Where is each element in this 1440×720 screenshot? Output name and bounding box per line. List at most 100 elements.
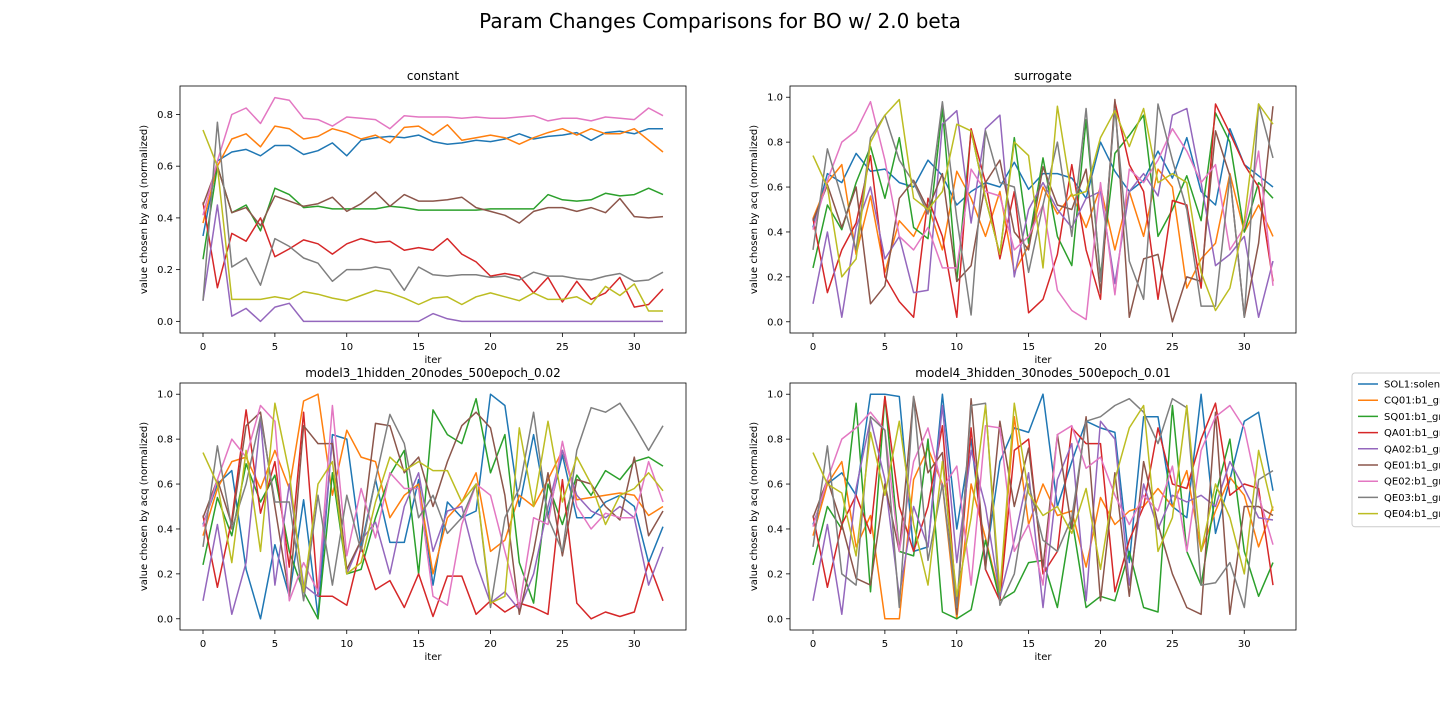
axes-frame — [179, 85, 687, 334]
subplot-title: model4_3hidden_30nodes_500epoch_0.01 — [915, 366, 1170, 380]
y-tick-label: 1.0 — [767, 93, 783, 104]
series-group — [812, 393, 1274, 620]
subplot-title: surrogate — [1014, 69, 1072, 83]
legend-entry-label: QA01:b1_gr — [1384, 428, 1440, 439]
legend-entry-label: QE01:b1_gr — [1384, 461, 1440, 472]
series-line — [812, 100, 1274, 319]
x-tick-label: 10 — [340, 639, 353, 650]
y-tick-label: 0.8 — [767, 435, 783, 446]
legend-entry-label: QA02:b1_gr — [1384, 444, 1440, 455]
x-axis-label: iter — [1035, 652, 1053, 663]
x-tick-label: 20 — [484, 639, 497, 650]
x-tick-label: 5 — [272, 342, 278, 353]
y-tick-label: 0.4 — [767, 227, 783, 238]
x-axis-label: iter — [425, 652, 443, 663]
series-line — [812, 415, 1274, 620]
series-line — [812, 107, 1274, 319]
x-tick-label: 5 — [272, 639, 278, 650]
series-line — [812, 100, 1274, 321]
series-line — [812, 98, 1274, 323]
x-tick-label: 5 — [882, 639, 888, 650]
series-line — [812, 393, 1274, 564]
x-tick-label: 25 — [556, 639, 569, 650]
subplot-2: 0 5 10 15 20 25 30 0.0 0.2 0.4 0.6 0.8 1.0 surrogate i… — [749, 69, 1297, 366]
y-axis-label: value chosen by acq (normalized) — [749, 422, 760, 591]
legend-box — [1351, 372, 1440, 528]
x-tick-label: 10 — [950, 342, 963, 353]
y-tick-label: 0.2 — [157, 569, 173, 580]
y-tick-label: 0.0 — [767, 614, 783, 625]
series-line — [812, 98, 1274, 312]
series-line — [812, 100, 1274, 319]
series-line — [202, 127, 663, 237]
series-line — [202, 404, 664, 609]
y-tick-label: 0.0 — [767, 317, 783, 328]
x-axis-label: iter — [1035, 355, 1053, 366]
series-line — [202, 124, 664, 224]
series-line — [812, 402, 1274, 598]
legend-entry-label: QE04:b1_gr — [1384, 509, 1440, 520]
x-tick-label: 30 — [628, 639, 641, 650]
x-tick-label: 15 — [1022, 342, 1035, 353]
x-tick-label: 0 — [810, 639, 816, 650]
x-tick-label: 25 — [556, 342, 569, 353]
legend-entry-label: SOL1:solenc — [1384, 380, 1440, 391]
series-line — [202, 402, 664, 604]
y-tick-label: 0.8 — [157, 435, 173, 446]
y-tick-label: 0.6 — [157, 162, 173, 173]
y-tick-label: 0.8 — [767, 138, 783, 149]
x-tick-label: 10 — [340, 342, 353, 353]
series-line — [202, 393, 664, 620]
series-line — [202, 129, 663, 312]
y-tick-label: 0.2 — [157, 265, 173, 276]
series-line — [202, 409, 664, 620]
x-tick-label: 30 — [1238, 639, 1251, 650]
y-tick-label: 0.2 — [767, 569, 783, 580]
y-tick-label: 0.6 — [767, 480, 783, 491]
y-axis-label: value chosen by acq (normalized) — [139, 422, 150, 591]
x-axis-label: iter — [425, 355, 443, 366]
series-line — [812, 107, 1274, 283]
y-tick-label: 0.6 — [767, 183, 783, 194]
series-line — [812, 395, 1274, 616]
subplot-title: constant — [407, 69, 459, 83]
series-line — [202, 411, 664, 616]
series-group — [202, 393, 664, 620]
series-line — [202, 418, 664, 616]
x-tick-label: 0 — [200, 342, 206, 353]
y-axis-label: value chosen by acq (normalized) — [749, 125, 760, 294]
x-tick-label: 15 — [412, 342, 425, 353]
y-tick-label: 0.0 — [157, 317, 173, 328]
series-group — [812, 98, 1274, 323]
legend: SOL1:solenc CQ01:b1_gr SQ01:b1_gr QA01:b1_g… — [1351, 372, 1440, 528]
series-line — [202, 121, 664, 301]
axes-frame — [789, 382, 1297, 631]
x-tick-label: 20 — [1094, 639, 1107, 650]
axes-frame — [789, 85, 1297, 334]
subplot-4: 0 5 10 15 20 25 30 0.0 0.2 0.4 0.6 0.8 1.0 model4_3hi… — [749, 366, 1297, 663]
y-tick-label: 0.6 — [157, 480, 173, 491]
y-tick-label: 0.2 — [767, 272, 783, 283]
x-tick-label: 0 — [810, 342, 816, 353]
series-line — [812, 395, 1274, 609]
subplot-1: 0 5 10 15 20 25 30 0.0 0.2 0.4 0.6 0.8 constant iter v… — [139, 69, 687, 366]
y-tick-label: 1.0 — [767, 390, 783, 401]
axes-frame — [179, 382, 687, 631]
subplot-3: 0 5 10 15 20 25 30 0.0 0.2 0.4 0.6 0.8 1.0 model3_1hi… — [139, 366, 687, 663]
y-tick-label: 0.0 — [157, 614, 173, 625]
x-tick-label: 0 — [200, 639, 206, 650]
figure-suptitle: Param Changes Comparisons for BO w/ 2.0 … — [479, 9, 961, 33]
x-tick-label: 15 — [1022, 639, 1035, 650]
series-group — [202, 96, 664, 323]
series-line — [202, 165, 664, 227]
x-tick-label: 30 — [628, 342, 641, 353]
series-line — [202, 96, 664, 216]
x-tick-label: 20 — [1094, 342, 1107, 353]
x-tick-label: 25 — [1166, 639, 1179, 650]
series-line — [202, 165, 664, 260]
x-tick-label: 5 — [882, 342, 888, 353]
y-tick-label: 0.4 — [157, 524, 173, 535]
x-tick-label: 20 — [484, 342, 497, 353]
